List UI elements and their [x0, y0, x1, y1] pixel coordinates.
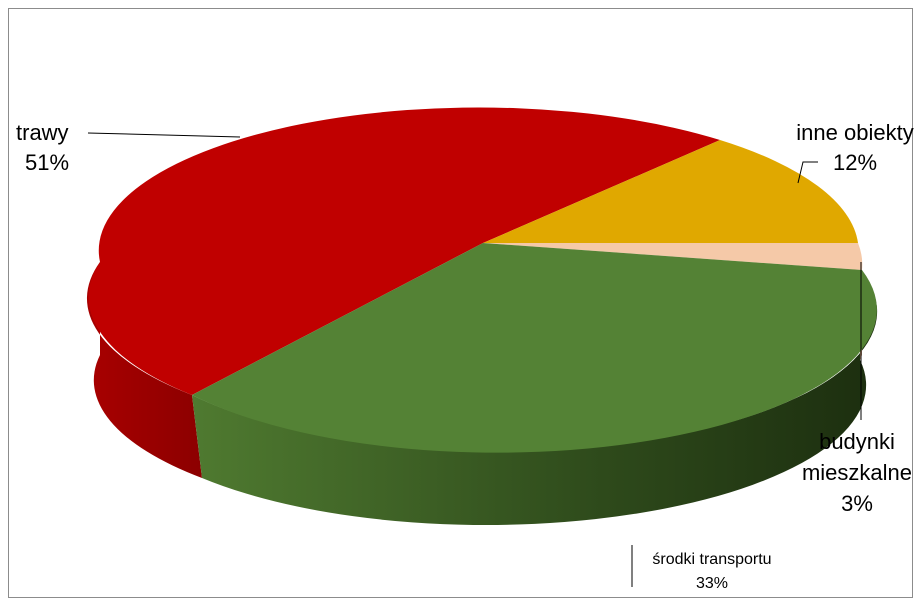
slice-inne-obiekty [483, 140, 858, 243]
slice-srodki-transportu [192, 243, 877, 453]
label-inne-obiekty: inne obiekty [796, 120, 913, 145]
slice-trawy [88, 107, 720, 395]
leader-line-trawy [87, 132, 241, 138]
percent-inne-obiekty: 12% [833, 150, 877, 175]
side-srodki-transportu [192, 270, 878, 526]
slice-budynki-mieszkalne [483, 243, 863, 270]
leader-line-inne-obiekty [797, 161, 818, 184]
label-budynki-line1: budynki [819, 429, 895, 454]
label-budynki-line2: mieszkalne [802, 460, 912, 485]
label-srodki-transportu: środki transportu [652, 551, 771, 568]
percent-srodki-transportu: 33% [696, 575, 728, 592]
percent-budynki-mieszkalne: 3% [841, 491, 873, 516]
percent-trawy: 51% [25, 150, 69, 175]
side-trawy [86, 262, 202, 478]
label-trawy: trawy [16, 120, 69, 145]
